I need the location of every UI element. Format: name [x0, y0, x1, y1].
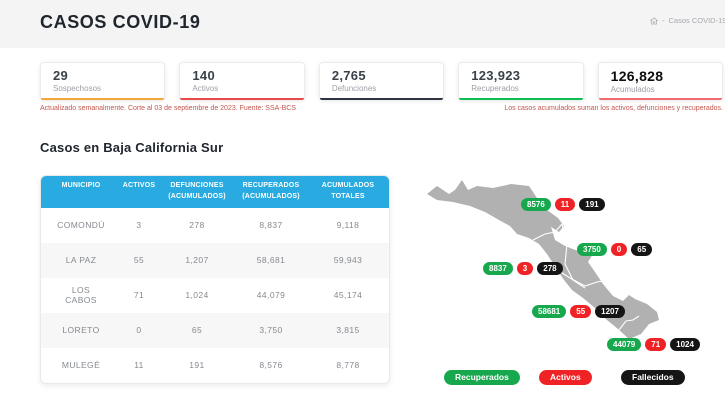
card-label: Recuperados: [471, 84, 519, 93]
card-defunciones: 2,765 Defunciones: [318, 62, 445, 100]
map-pill-activos: 11: [554, 198, 576, 211]
cell-activos: 0: [136, 325, 142, 336]
map-pill-recuperados: 3750: [577, 243, 607, 256]
breadcrumb[interactable]: - Casos COVID-19: [650, 16, 725, 25]
table-row-loscabos: LOS CABOS 71 1,024 44,079 45,174: [41, 278, 389, 313]
map-labels-comondu: 8837 3 278: [483, 262, 563, 275]
map-pill-fallecidos: 1024: [670, 338, 700, 351]
card-accent-bar: [459, 97, 583, 100]
map-pill-recuperados: 8837: [483, 262, 513, 275]
map-pill-fallecidos: 278: [537, 262, 563, 275]
cell-acumulados: 45,174: [333, 290, 363, 301]
cell-recuperados: 44,079: [256, 290, 286, 301]
cell-municipio: COMONDÚ: [57, 220, 105, 231]
cell-activos: 71: [133, 290, 145, 301]
card-value: 123,923: [471, 68, 521, 83]
breadcrumb-label: Casos COVID-19: [668, 16, 725, 25]
col-header-acumulados: ACUMULADOS TOTALES: [321, 182, 375, 200]
map-pill-activos: 71: [645, 338, 667, 351]
cell-recuperados: 58,681: [256, 255, 286, 266]
update-note: Actualizado semanalmente. Corte al 03 de…: [40, 105, 297, 112]
map-pill-fallecidos: 1207: [595, 305, 625, 318]
cell-acumulados: 8,778: [336, 360, 360, 371]
map-labels-mulege: 8576 11 191: [521, 198, 605, 211]
legend-button-recuperados[interactable]: Recuperados: [444, 370, 520, 385]
cell-municipio: LA PAZ: [65, 255, 97, 266]
cell-acumulados: 9,118: [336, 220, 360, 231]
cell-defunciones: 65: [191, 325, 203, 336]
col-header-activos: ACTIVOS: [122, 182, 156, 189]
map-pill-activos: 3: [516, 262, 534, 275]
bcs-map: 8576 11 191 3750 0 65 8837 3 278 58681 5…: [415, 148, 725, 395]
map-pill-recuperados: 8576: [521, 198, 551, 211]
home-icon: [650, 16, 658, 25]
legend-button-activos[interactable]: Activos: [539, 370, 592, 385]
card-label: Defunciones: [331, 84, 377, 93]
legend-button-fallecidos[interactable]: Fallecidos: [621, 370, 685, 385]
cell-municipio: MULEGÉ: [61, 360, 101, 371]
map-pill-recuperados: 58681: [532, 305, 567, 318]
top-bar: CASOS COVID-19 - Casos COVID-19: [0, 0, 725, 48]
cell-defunciones: 1,024: [185, 290, 209, 301]
cell-activos: 11: [134, 360, 144, 371]
breadcrumb-separator: -: [662, 16, 665, 25]
col-header-municipio: MUNICIPIO: [61, 182, 101, 189]
card-sospechosos: 29 Sospechosos: [40, 62, 166, 100]
acumulados-note: Los casos acumulados suman los activos, …: [504, 105, 723, 112]
card-label: Sospechosos: [53, 84, 102, 93]
map-labels-loreto: 3750 0 65: [577, 243, 653, 256]
cell-acumulados: 3,815: [336, 325, 360, 336]
peninsula-silhouette: [427, 180, 659, 339]
cell-activos: 55: [133, 255, 145, 266]
card-accent-bar: [41, 97, 165, 100]
cell-municipio: LORETO: [62, 325, 100, 336]
table-header-row: MUNICIPIO ACTIVOS DEFUNCIONES (ACUMULADOS…: [41, 176, 389, 208]
table-row-comondu: COMONDÚ 3 278 8,837 9,118: [41, 208, 389, 243]
cell-defunciones: 191: [189, 360, 205, 371]
card-acumulados: 126,828 Acumulados: [597, 62, 724, 100]
col-header-recuperados: RECUPERADOS (ACUMULADOS): [242, 182, 300, 200]
section-title: Casos en Baja California Sur: [40, 140, 224, 155]
card-accent-bar: [180, 97, 304, 100]
cell-defunciones: 1,207: [185, 255, 209, 266]
table-body: COMONDÚ 3 278 8,837 9,118 LA PAZ 55 1,20…: [41, 208, 389, 383]
cell-recuperados: 3,750: [259, 325, 283, 336]
cell-municipio: LOS CABOS: [65, 285, 97, 306]
table-row-lapaz: LA PAZ 55 1,207 58,681 59,943: [41, 242, 389, 278]
table-row-loreto: LORETO 0 65 3,750 3,815: [41, 312, 389, 348]
cell-recuperados: 8,576: [259, 360, 283, 371]
cell-defunciones: 278: [189, 220, 205, 231]
cell-acumulados: 59,943: [333, 255, 363, 266]
map-pill-activos: 0: [610, 243, 628, 256]
map-labels-lapaz: 58681 55 1207: [532, 305, 625, 318]
stat-cards: 29 Sospechosos 140 Activos 2,765 Defunci…: [40, 62, 724, 100]
card-value: 140: [192, 68, 215, 83]
col-header-defunciones: DEFUNCIONES (ACUMULADOS): [168, 182, 226, 200]
card-accent-bar: [319, 97, 444, 100]
map-pill-recuperados: 44079: [607, 338, 642, 351]
map-pill-fallecidos: 65: [631, 243, 653, 256]
card-label: Acumulados: [610, 85, 655, 94]
map-pill-activos: 55: [570, 305, 592, 318]
cell-activos: 3: [136, 220, 142, 231]
municipios-table: MUNICIPIO ACTIVOS DEFUNCIONES (ACUMULADOS…: [40, 175, 390, 384]
card-label: Activos: [192, 84, 219, 93]
map-labels-loscabos: 44079 71 1024: [607, 338, 700, 351]
card-activos: 140 Activos: [179, 62, 305, 100]
card-accent-bar: [598, 97, 723, 100]
page-title: CASOS COVID-19: [40, 12, 201, 32]
card-recuperados: 123,923 Recuperados: [458, 62, 584, 100]
card-value: 29: [53, 68, 69, 83]
card-value: 2,765: [331, 68, 366, 83]
map-pill-fallecidos: 191: [579, 198, 605, 211]
table-row-mulege: MULEGÉ 11 191 8,576 8,778: [41, 348, 389, 383]
cell-recuperados: 8,837: [259, 220, 283, 231]
card-value: 126,828: [610, 68, 664, 84]
